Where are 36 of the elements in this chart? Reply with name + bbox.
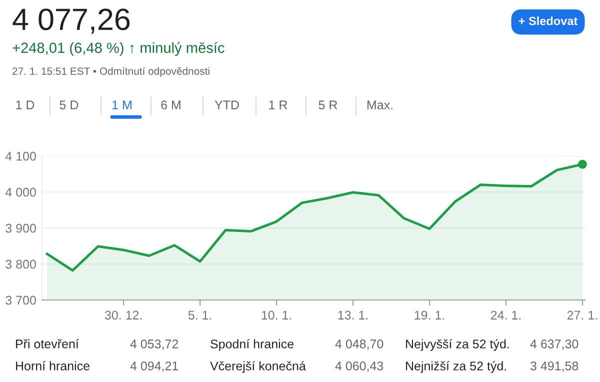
- text: Spodní hranice: [210, 339, 294, 351]
- y-tick-label: 3 900: [6, 224, 36, 233]
- text: 5 R: [318, 100, 338, 110]
- y-tick-label: 3 700: [6, 296, 36, 305]
- text: 5 D: [60, 100, 78, 110]
- y-tick-label: 4 100: [5, 152, 36, 161]
- text: 4 637,30: [530, 340, 578, 350]
- x-tick-label: 27. 1.: [567, 310, 597, 320]
- text: 4 060,43: [335, 362, 384, 372]
- text: Včerejší konečná: [210, 361, 306, 373]
- text: 27. 1. 15:51 EST • Odmítnutí odpovědnosti: [12, 67, 210, 77]
- y-tick-label: 3 800: [6, 260, 36, 269]
- text: 6 M: [161, 100, 180, 110]
- text: 4 094,21: [130, 362, 178, 372]
- text: Max.: [367, 100, 392, 110]
- text: + Sledovat: [518, 16, 578, 26]
- text: 4 048,70: [335, 340, 384, 350]
- x-tick-label: 19. 1.: [414, 310, 444, 320]
- x-tick-label: 13. 1.: [338, 310, 368, 320]
- text: 1 M: [112, 100, 132, 110]
- x-tick-label: 24. 1.: [490, 310, 520, 320]
- y-tick-label: 4 000: [5, 188, 36, 197]
- text: 1 R: [269, 100, 288, 110]
- x-tick-label: 10. 1.: [262, 310, 292, 320]
- text: 4 053,72: [130, 340, 178, 350]
- x-tick-label: 30. 12.: [104, 310, 142, 320]
- text: 1 D: [16, 100, 34, 110]
- text: Nejvyšší za 52 týd.: [406, 339, 509, 351]
- text: YTD: [214, 100, 239, 110]
- text: 3 491,58: [530, 362, 578, 372]
- text: Při otevření: [16, 339, 79, 348]
- text: +248,01 (6,48 %) ↑ minulý měsíc: [12, 42, 224, 56]
- text: Horní hranice: [16, 361, 90, 370]
- text: Nejnižší za 52 týd.: [406, 361, 506, 373]
- chart-title: 4 077,26: [12, 8, 130, 34]
- x-tick-label: 5. 1.: [188, 310, 212, 320]
